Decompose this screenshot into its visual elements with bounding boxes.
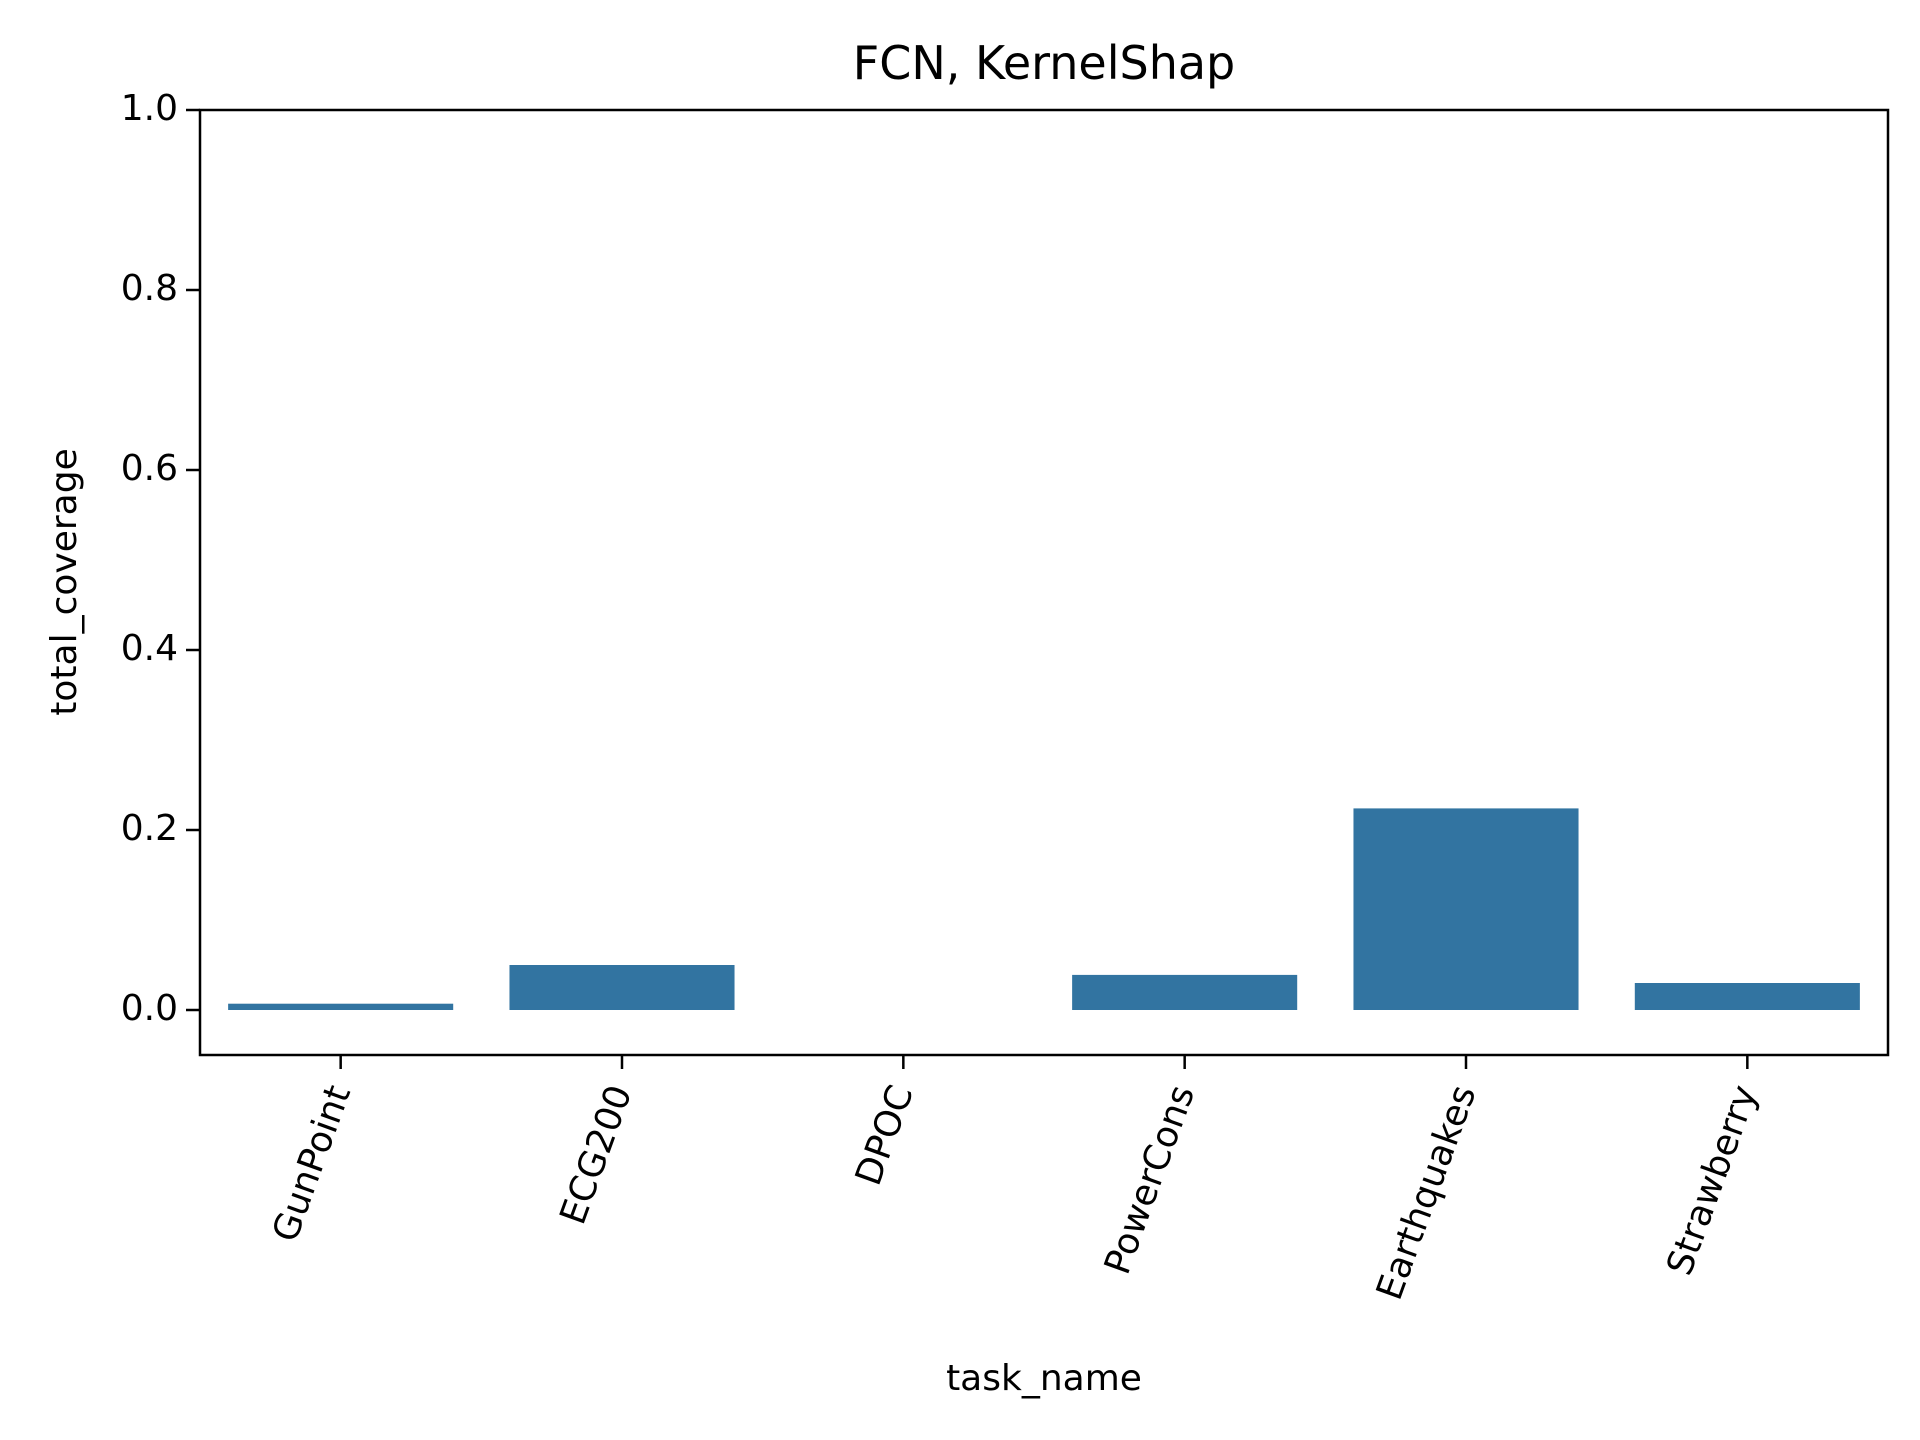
bar-ecg200	[509, 965, 735, 1010]
x-tick-label: Strawberry	[1659, 1080, 1765, 1281]
x-tick-label: PowerCons	[1097, 1080, 1203, 1280]
x-tick-label: DPOC	[848, 1080, 922, 1191]
y-tick-label: 1.0	[121, 88, 178, 129]
y-tick-label: 0.6	[121, 448, 178, 489]
bar-earthquakes	[1353, 808, 1579, 1010]
y-tick-label: 0.2	[121, 808, 178, 849]
x-tick-label: ECG200	[553, 1080, 641, 1230]
x-tick-label: GunPoint	[265, 1080, 359, 1247]
y-axis: 0.0 0.2 0.4 0.6 0.8 1.0	[121, 88, 200, 1029]
bar-powercons	[1072, 974, 1298, 1010]
bar-series	[228, 808, 1860, 1010]
plot-frame	[198, 108, 1890, 1057]
chart-title: FCN, KernelShap	[853, 36, 1236, 90]
x-axis: GunPoint ECG200 DPOC PowerCons Earthquakes St…	[265, 1055, 1766, 1305]
y-tick-label: 0.0	[121, 988, 178, 1029]
bar-strawberry	[1634, 983, 1860, 1010]
x-axis-label: task_name	[946, 1358, 1142, 1399]
y-tick-label: 0.4	[121, 628, 178, 669]
bar-gunpoint	[228, 1003, 454, 1010]
y-tick-label: 0.8	[121, 268, 178, 309]
y-axis-label: total_coverage	[44, 448, 85, 715]
x-tick-label: Earthquakes	[1369, 1080, 1484, 1305]
